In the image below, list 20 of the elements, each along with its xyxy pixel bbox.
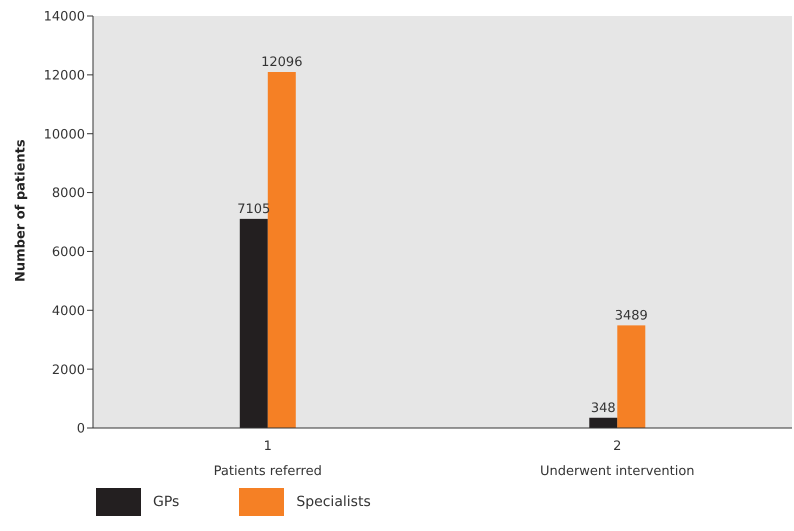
- legend-label: Specialists: [296, 494, 371, 510]
- y-tick-label: 6000: [52, 245, 85, 260]
- x-tick-label: 1 Patients referred: [214, 439, 322, 479]
- data-label: 348: [590, 400, 616, 416]
- y-tick-label: 4000: [52, 304, 85, 319]
- y-tick-label: 14000: [44, 10, 85, 25]
- y-axis-title: Number of patients: [14, 139, 29, 282]
- bar: [268, 72, 296, 428]
- y-tick-label: 0: [76, 422, 85, 437]
- data-label: 12096: [261, 55, 302, 70]
- bar: [617, 325, 646, 428]
- bar: [589, 418, 618, 428]
- y-tick-label: 8000: [52, 186, 85, 202]
- bar: [240, 218, 268, 428]
- y-tick-label: 12000: [44, 68, 85, 84]
- y-tick-label: 2000: [52, 362, 85, 378]
- y-tick-label: 10000: [44, 127, 85, 142]
- legend-label: GPs: [153, 494, 180, 510]
- x-tick-label: 2 Underwent intervention: [540, 439, 695, 479]
- data-label: 3489: [614, 308, 648, 324]
